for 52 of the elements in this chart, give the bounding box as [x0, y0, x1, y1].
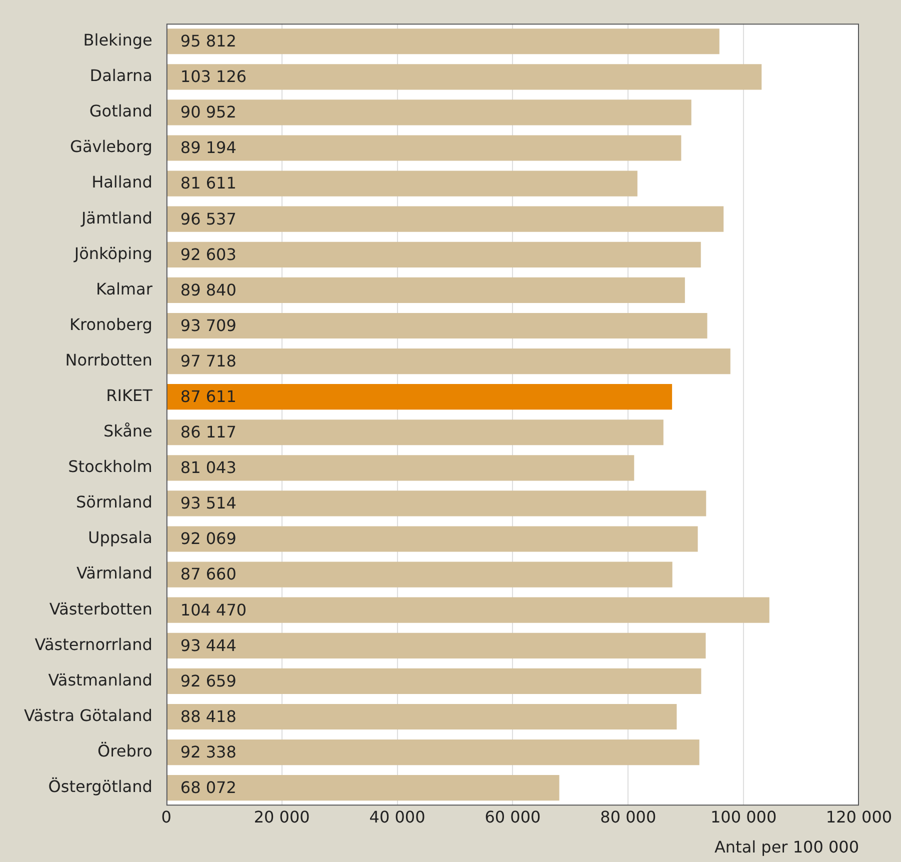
- x-axis-title: Antal per 100 000: [714, 838, 859, 857]
- y-tick-label: Halland: [92, 172, 152, 192]
- y-tick-label: Dalarna: [90, 66, 152, 86]
- y-tick-label: Östergötland: [48, 776, 152, 796]
- data-label: 96 537: [180, 209, 236, 228]
- data-label: 68 072: [180, 778, 236, 797]
- data-label: 86 117: [180, 422, 236, 442]
- data-label: 81 043: [180, 458, 236, 478]
- data-label: 81 611: [180, 174, 236, 193]
- y-tick-label: Jönköping: [73, 244, 152, 263]
- data-label: 92 603: [180, 244, 236, 264]
- y-tick-label: Västernorrland: [34, 634, 152, 654]
- data-label: 87 660: [180, 564, 236, 584]
- x-tick-label: 0: [161, 807, 172, 826]
- x-tick-label: 20 000: [254, 807, 310, 826]
- y-tick-label: Kronoberg: [70, 314, 152, 334]
- y-tick-label: Sörmland: [76, 492, 152, 512]
- data-label: 92 069: [180, 529, 236, 548]
- data-label: 89 194: [180, 138, 236, 158]
- data-label: 92 338: [180, 742, 236, 762]
- y-tick-label: Västerbotten: [49, 599, 152, 618]
- x-tick-label: 40 000: [369, 807, 426, 826]
- data-label: 88 418: [180, 706, 236, 726]
- data-label: 103 126: [180, 67, 247, 86]
- y-tick-label: Blekinge: [83, 30, 152, 50]
- data-label: 97 718: [180, 351, 236, 370]
- y-tick-label: Norrbotten: [65, 350, 152, 370]
- x-tick-label: 120 000: [826, 807, 892, 826]
- data-label: 95 812: [180, 32, 236, 51]
- y-tick-label: Västra Götaland: [24, 706, 152, 725]
- y-tick-label: Jämtland: [80, 208, 152, 228]
- y-tick-label: Gotland: [89, 102, 152, 121]
- data-label: 89 840: [180, 280, 236, 300]
- y-tick-label: Uppsala: [88, 528, 152, 548]
- data-label: 93 709: [180, 316, 236, 335]
- y-tick-label: Stockholm: [68, 457, 152, 476]
- data-label: 90 952: [180, 102, 236, 122]
- y-tick-label: Västmanland: [48, 670, 152, 690]
- data-label: 93 444: [180, 636, 236, 655]
- x-tick-label: 100 000: [710, 807, 777, 826]
- y-tick-label: RIKET: [106, 386, 153, 405]
- x-tick-label: 60 000: [484, 807, 541, 826]
- y-tick-label: Kalmar: [96, 279, 153, 298]
- data-label: 92 659: [180, 671, 236, 690]
- y-tick-label: Skåne: [103, 422, 152, 441]
- data-label: 87 611: [180, 386, 236, 406]
- data-label: 93 514: [180, 494, 236, 513]
- y-tick-label: Värmland: [76, 564, 152, 583]
- y-tick-label: Örebro: [98, 741, 152, 760]
- y-tick-label: Gävleborg: [70, 137, 152, 156]
- x-tick-label: 80 000: [600, 807, 656, 826]
- data-label: 104 470: [180, 600, 247, 620]
